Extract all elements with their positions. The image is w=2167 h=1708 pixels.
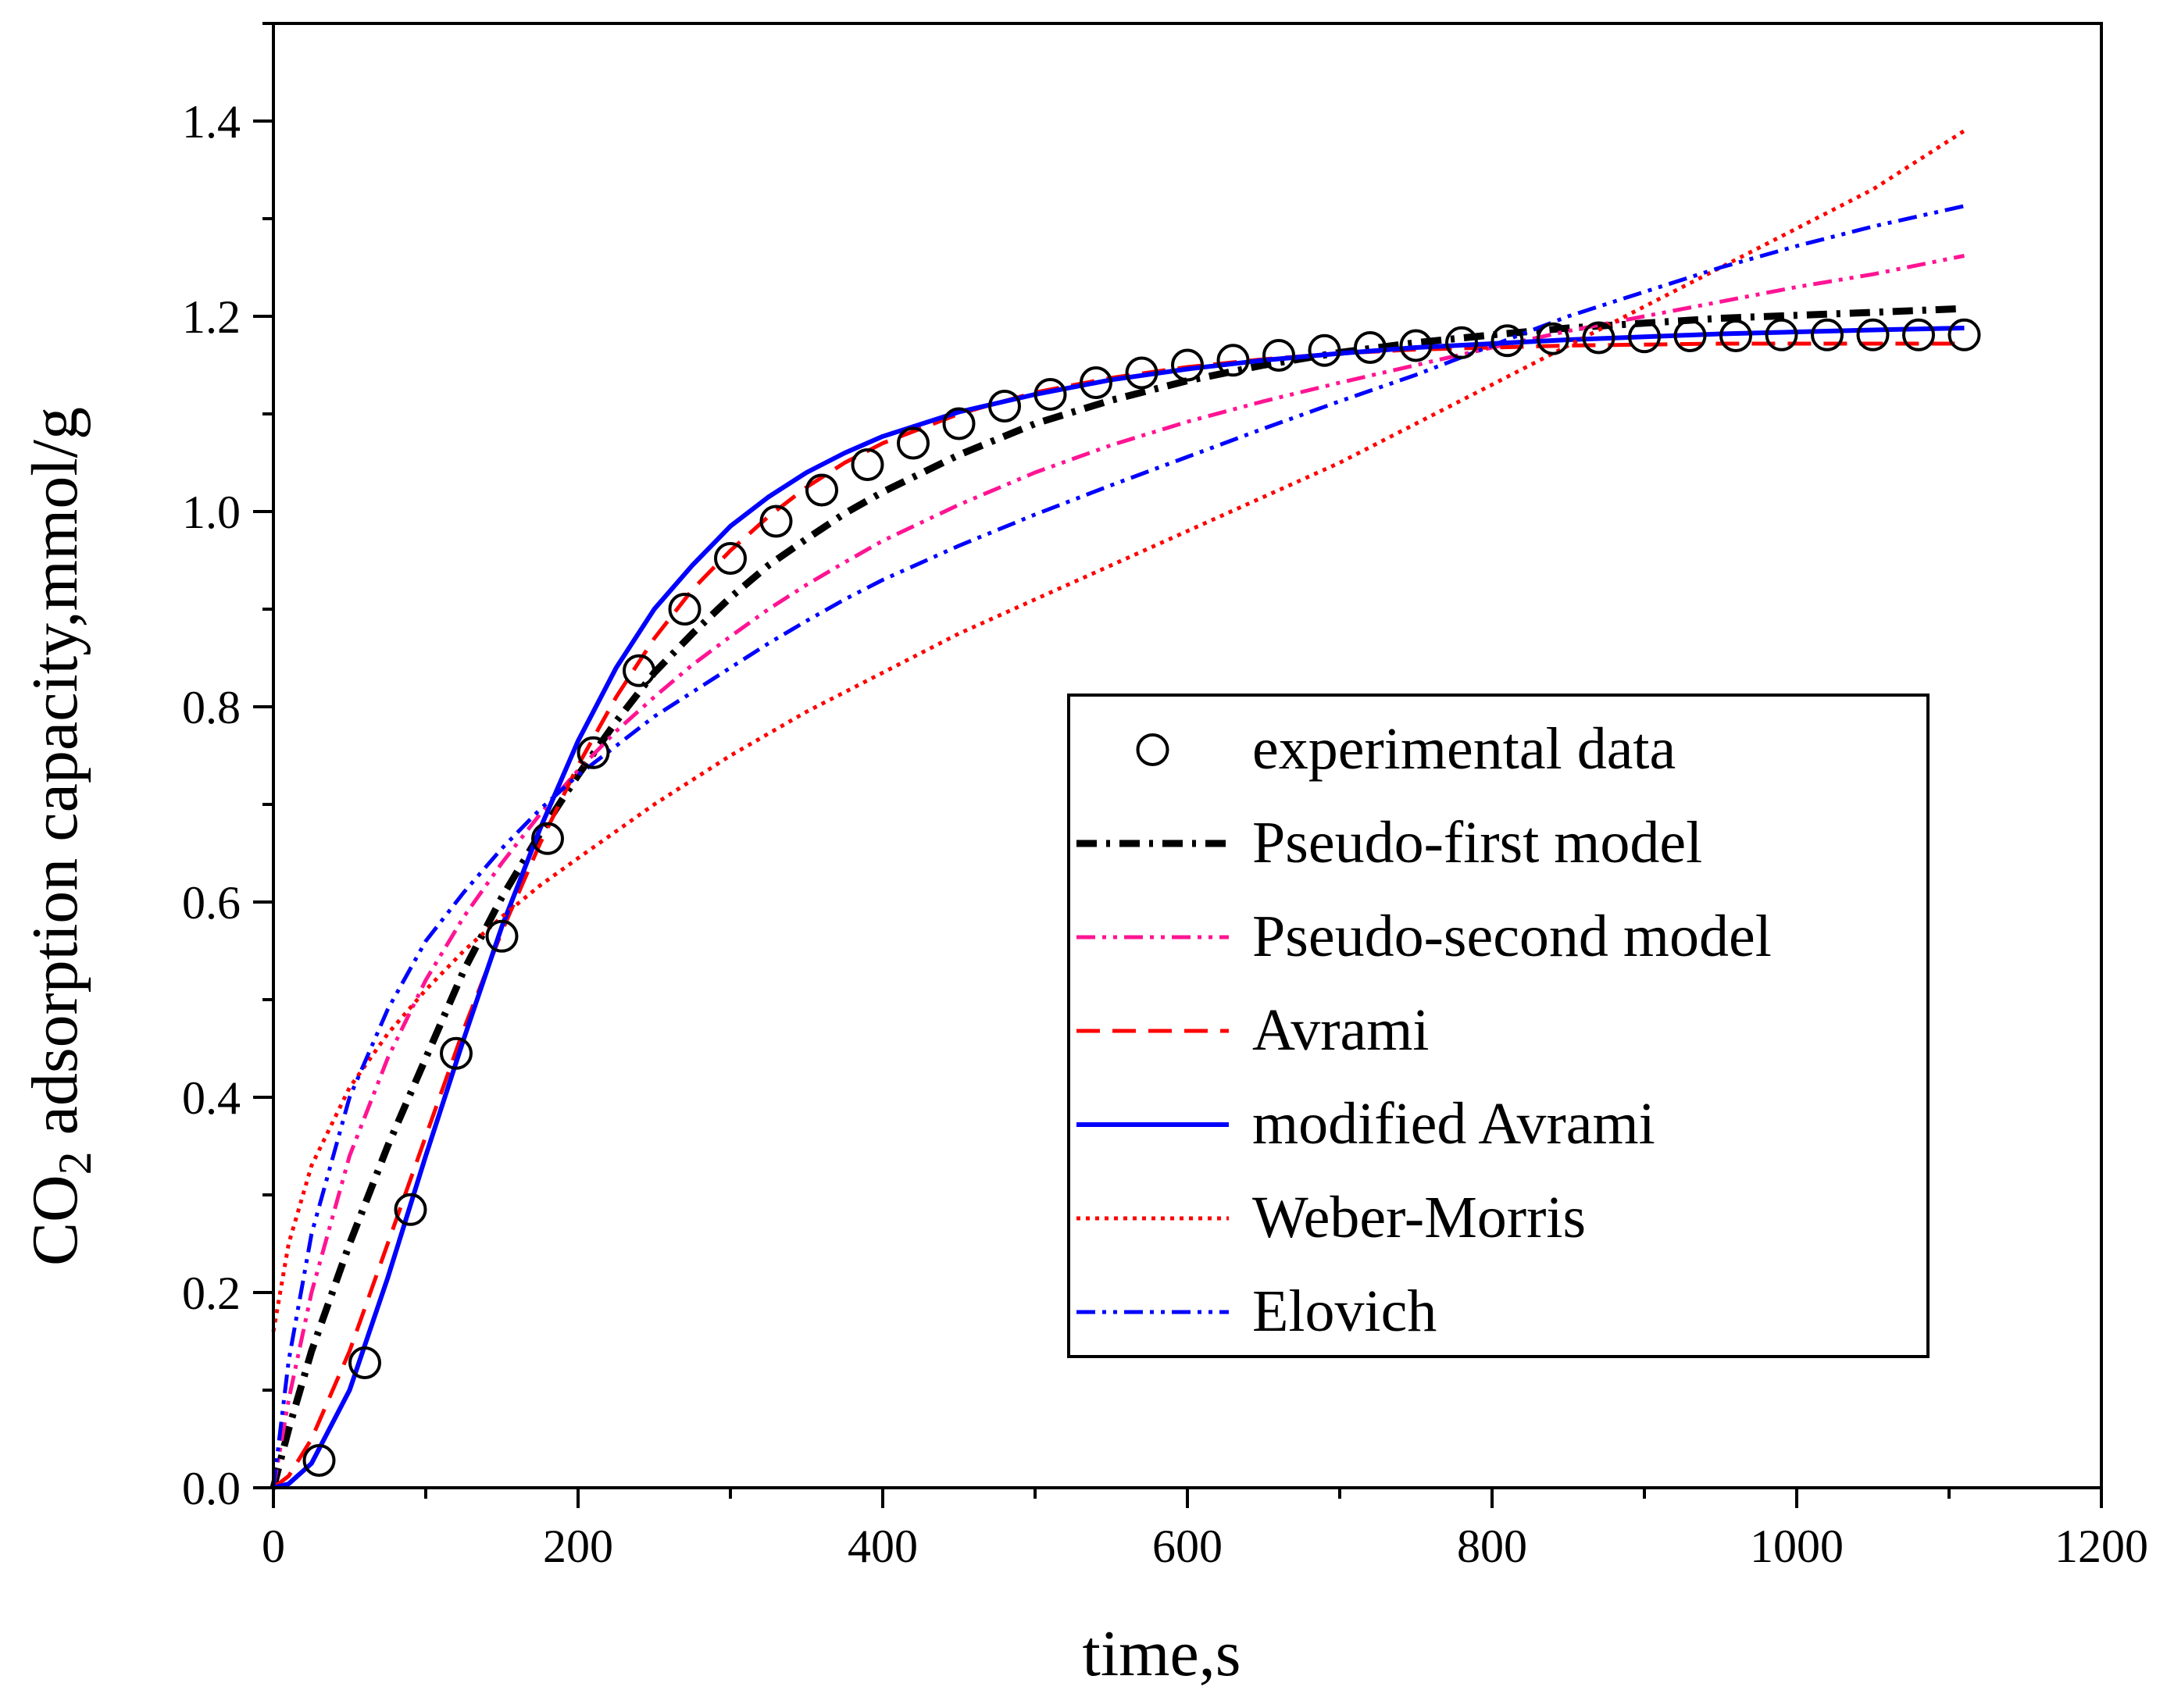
y-tick-label: 1.2 (182, 291, 241, 343)
data-point (714, 542, 747, 575)
marker-layer (302, 318, 1981, 1477)
x-tick-label: 800 (1457, 1521, 1527, 1572)
data-point (1445, 326, 1478, 359)
data-point (942, 407, 976, 440)
x-axis-title: time,s (1083, 1617, 1241, 1690)
y-tick-label: 1.4 (182, 96, 241, 148)
data-point (394, 1193, 427, 1226)
data-point (897, 426, 930, 460)
series-line-1 (270, 305, 1965, 1489)
y-tick-label: 1.0 (182, 487, 241, 538)
data-point (988, 390, 1021, 423)
data-point (1034, 378, 1067, 411)
data-point (1811, 318, 1844, 351)
data-point (1080, 366, 1112, 399)
legend-label: Pseudo-first model (1252, 810, 1702, 875)
legend-marker (1136, 733, 1169, 766)
y-tick-label: 0.4 (182, 1072, 241, 1124)
data-point (668, 593, 702, 626)
legend-label: experimental data (1252, 716, 1676, 782)
data-point (1765, 318, 1798, 351)
data-point (1582, 321, 1615, 355)
y-axis-title: CO2 adsorption capacity,mmol/g (19, 407, 101, 1266)
legend-label: Weber-Morris (1252, 1185, 1586, 1250)
y-axis-title-subscript: 2 (49, 1151, 101, 1175)
data-point (1308, 333, 1341, 367)
series-line-2 (271, 254, 1965, 1489)
legend: experimental data Pseudo-first model Pseud… (1067, 694, 1930, 1358)
data-point (1673, 319, 1707, 352)
y-tick-label: 0.2 (182, 1268, 241, 1319)
data-point (851, 448, 884, 481)
x-tick-label: 400 (848, 1521, 918, 1572)
data-point (1628, 320, 1661, 354)
data-point (1719, 319, 1752, 352)
series-line-3 (272, 341, 1965, 1489)
legend-label: Elovich (1252, 1278, 1437, 1344)
x-tick-label: 0 (262, 1521, 285, 1572)
data-point (485, 919, 519, 953)
legend-label: Avrami (1252, 997, 1430, 1063)
y-tick-label: 0.6 (182, 877, 241, 929)
x-tick-label: 600 (1152, 1521, 1223, 1572)
y-axis-title-suffix: adsorption capacity,mmol/g (19, 407, 91, 1151)
data-point (1125, 356, 1158, 390)
data-point (577, 736, 610, 769)
data-point (1902, 318, 1935, 351)
legend-label: modified Avrami (1252, 1091, 1655, 1157)
data-point (1399, 329, 1433, 362)
y-tick-label: 0.8 (182, 682, 241, 733)
data-point (1537, 322, 1569, 355)
axes-layer: 0 200 400 600 800 1000 1200 0.0 0.2 0.4 0.6 0.8 1.0 1… (182, 22, 2148, 1572)
data-point (1490, 324, 1524, 358)
legend-label: Pseudo-second model (1252, 904, 1772, 969)
data-point (759, 505, 793, 538)
data-point (1262, 339, 1295, 372)
data-point (531, 822, 564, 855)
data-point (805, 473, 838, 507)
data-point (302, 1444, 336, 1477)
series-line-6 (271, 204, 1965, 1489)
x-tick-label: 200 (543, 1521, 613, 1572)
x-tick-label: 1000 (1750, 1521, 1844, 1572)
legend-box (1067, 694, 1930, 1358)
data-point (623, 654, 655, 687)
data-point (1171, 348, 1204, 382)
x-tick-label: 1200 (2055, 1521, 2148, 1572)
series-line-4 (273, 326, 1965, 1490)
data-point (1216, 344, 1250, 377)
y-tick-label: 0.0 (182, 1463, 241, 1514)
series-layer (270, 129, 1965, 1490)
data-point (440, 1036, 473, 1070)
data-point (1354, 331, 1387, 364)
data-point (1856, 318, 1890, 351)
y-axis-title-prefix: CO (19, 1175, 91, 1266)
data-point (1947, 318, 1981, 351)
data-point (348, 1346, 381, 1379)
